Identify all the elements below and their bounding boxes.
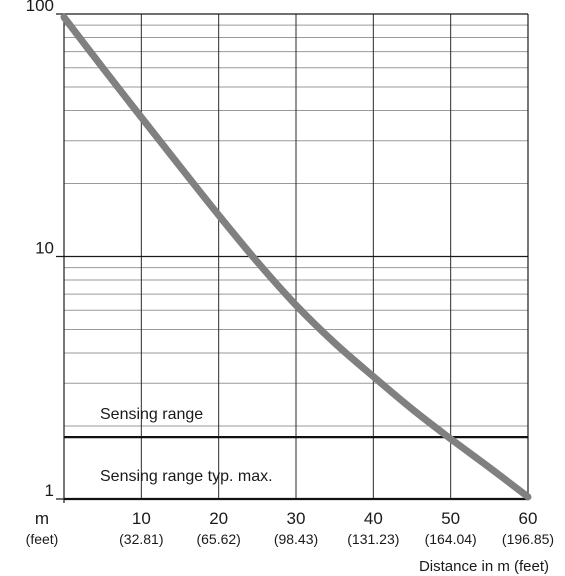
reference-line-label-1: Sensing range — [100, 406, 203, 423]
y-tick-label: 10 — [35, 239, 54, 258]
series-line-1 — [60, 13, 532, 501]
reference-line-label-2: Sensing range typ. max. — [100, 468, 273, 485]
x-tick-label: 30 — [287, 509, 306, 528]
x-axis-label: Distance in m (feet) — [419, 558, 549, 575]
x-tick-sublabel: (196.85) — [502, 531, 554, 547]
x-tick-label: 50 — [441, 509, 460, 528]
y-tick-label: 1 — [45, 481, 54, 500]
x-tick-label: 40 — [364, 509, 383, 528]
x-tick-sublabel: (164.04) — [425, 531, 477, 547]
x-tick-sublabel: (feet) — [26, 531, 59, 547]
x-tick-label: m — [35, 509, 49, 528]
x-tick-label: 60 — [519, 509, 538, 528]
x-tick-sublabel: (65.62) — [196, 531, 240, 547]
x-tick-label: 10 — [132, 509, 151, 528]
y-tick-label: 100 — [26, 0, 54, 15]
axes — [63, 14, 529, 503]
x-tick-sublabel: (98.43) — [274, 531, 318, 547]
series-layer — [60, 13, 532, 501]
tick-labels: 1 10 100 m (feet) 10 (32.81) 20 (65.62) 30 (98.43)… — [26, 0, 554, 547]
x-tick-label: 20 — [209, 509, 228, 528]
grid — [56, 13, 528, 500]
x-tick-sublabel: (131.23) — [347, 531, 399, 547]
x-tick-sublabel: (32.81) — [119, 531, 163, 547]
